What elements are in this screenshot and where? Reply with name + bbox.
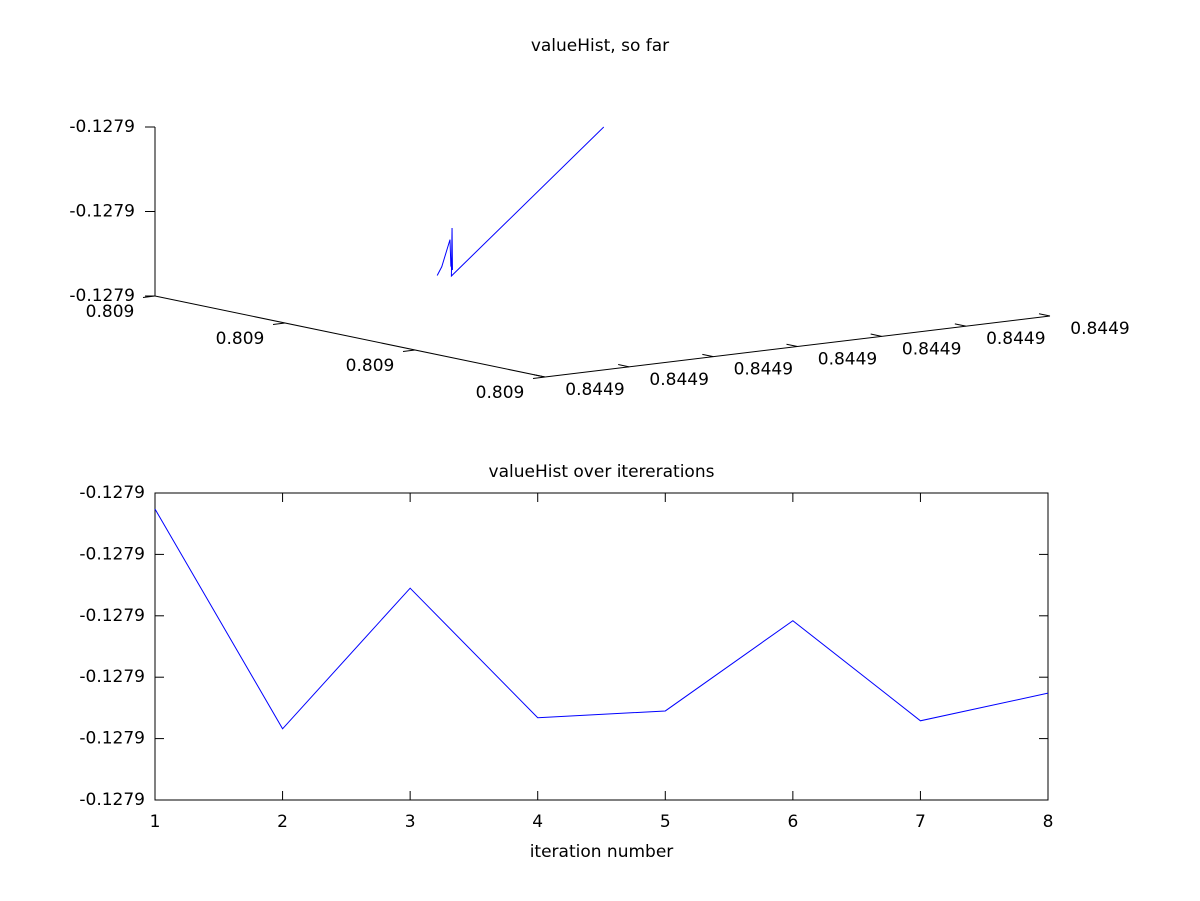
y-tick-label: -0.1279 [79,729,145,749]
x-tick-label: 2 [277,812,288,832]
x-tick [402,349,416,352]
x-axis-label: iteration number [530,842,674,862]
y-tick [702,353,714,358]
y-tick-label: 0.8449 [986,329,1045,349]
y-tick-label: 0.8449 [818,350,877,370]
x-tick-label: 0.809 [86,302,135,322]
x-tick-label: 0.809 [476,383,525,403]
x-tick-label: 5 [660,812,671,832]
x-tick-label: 3 [405,812,416,832]
chart-title: valueHist over itererations [489,462,715,482]
x-tick-label: 7 [915,812,926,832]
y-tick-label: -0.1279 [79,606,145,626]
data-line [436,126,605,278]
y-tick [618,364,630,368]
chart-title: valueHist, so far [531,36,669,56]
z-tick-label: -0.1279 [69,117,135,137]
y-tick-label: -0.1279 [79,544,145,564]
y-tick-label: -0.1279 [79,667,145,687]
z-tick-label: -0.1279 [69,202,135,222]
y-tick [533,374,546,378]
x-tick [272,322,286,325]
y-tick [1038,313,1051,317]
x-tick-label: 0.809 [346,356,395,376]
y-tick-label: 0.8449 [565,380,624,400]
y-tick-label: -0.1279 [79,790,145,810]
y-tick [786,343,798,347]
y-tick-label: -0.1279 [79,483,145,503]
x-tick [532,376,546,379]
x-axis [154,295,546,378]
x-tick-label: 8 [1043,812,1054,832]
y-tick [870,333,882,337]
x-tick-label: 6 [787,812,798,832]
y-tick-label: 0.8449 [1070,319,1129,339]
y-tick-label: 0.8449 [902,339,961,359]
y-tick-label: 0.8449 [734,360,793,380]
y-tick-label: 0.8449 [649,370,708,390]
x-tick-label: 1 [150,812,161,832]
plot-frame [154,492,1049,801]
z-tick-label: -0.1279 [69,286,135,306]
x-tick-label: 0.809 [216,329,265,349]
y-tick [954,323,966,327]
x-tick-label: 4 [532,812,543,832]
data-line [154,508,1049,730]
